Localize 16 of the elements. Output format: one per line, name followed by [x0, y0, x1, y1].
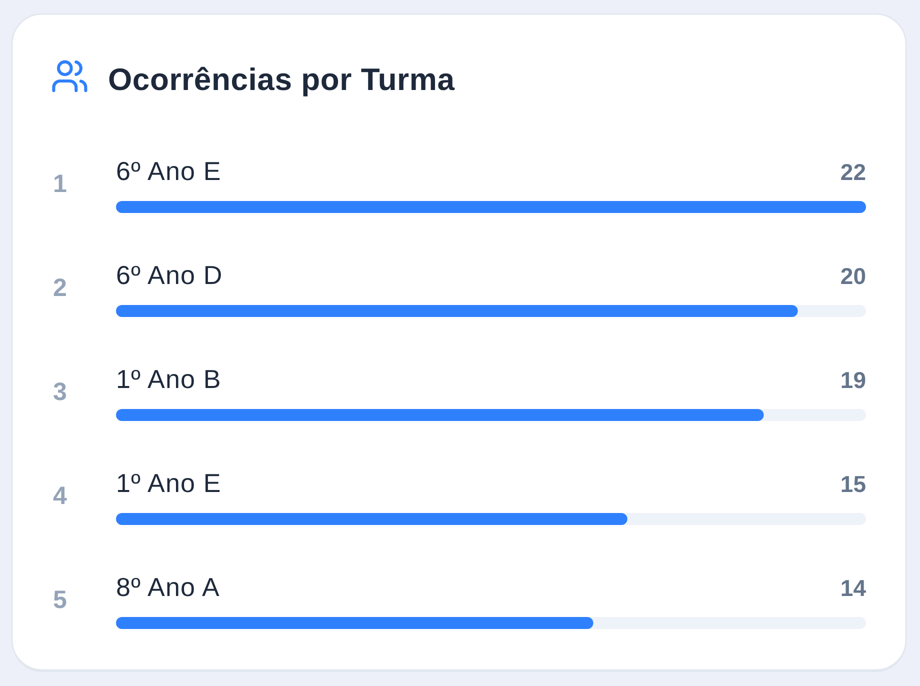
text: 3 — [53, 378, 67, 406]
data-label: 14 — [840, 575, 866, 601]
y-tick-label: 1º Ano B — [116, 364, 222, 394]
y-tick-label: 1º Ano E — [116, 468, 222, 498]
text: 2 — [53, 274, 67, 302]
data-label: 19 — [840, 367, 866, 393]
chart-title: Ocorrências por Turma — [108, 62, 456, 97]
data-label: 22 — [840, 159, 866, 185]
y-tick-label: 8º Ano A — [116, 572, 220, 602]
y-tick-label: 6º Ano D — [116, 260, 223, 290]
data-label: 20 — [840, 263, 866, 289]
text: 4 — [53, 482, 68, 510]
text: 1 — [53, 170, 68, 198]
y-tick-label: 6º Ano E — [116, 156, 222, 186]
data-label: 15 — [840, 471, 866, 497]
text: 5 — [53, 586, 68, 614]
